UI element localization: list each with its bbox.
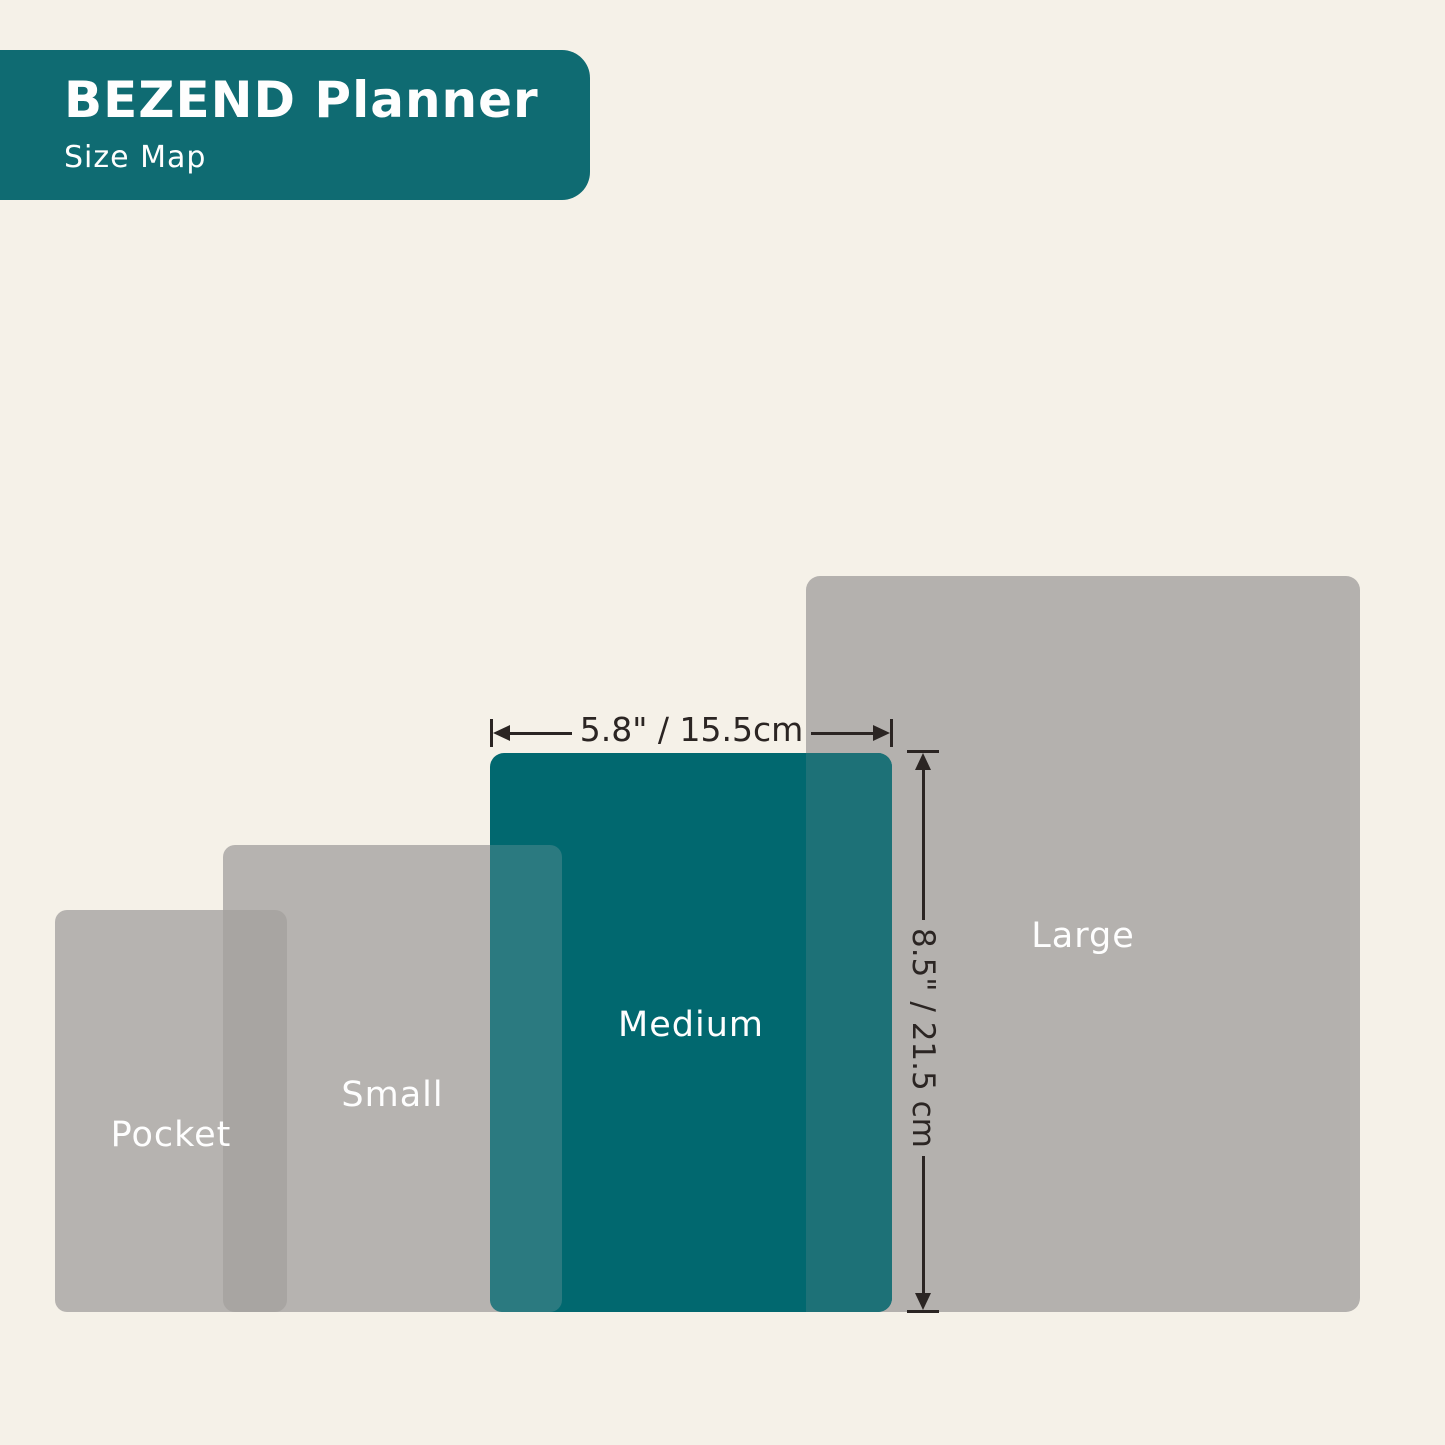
page-title: BEZEND Planner: [64, 71, 539, 129]
overlap-pocket-small: [223, 910, 287, 1312]
page-subtitle: Size Map: [64, 140, 207, 175]
size-label-large: Large: [1031, 916, 1135, 956]
dimension-tick-top: [907, 750, 939, 753]
overlap-small-medium: [490, 845, 562, 1312]
header-banner: BEZEND Planner Size Map: [0, 50, 590, 200]
size-label-medium: Medium: [618, 1004, 764, 1045]
width-dimension-label: 5.8" / 15.5cm: [579, 709, 804, 749]
dimension-tick-bottom: [907, 1310, 939, 1313]
overlap-medium-large: [806, 753, 892, 1312]
dimension-line: [811, 731, 873, 735]
dimension-tick-right: [890, 719, 893, 747]
width-dimension: 5.8" / 15.5cm: [490, 710, 893, 749]
size-rect-medium: Medium: [490, 753, 892, 1312]
size-label-small: Small: [341, 1074, 444, 1115]
arrow-right-icon: [873, 725, 890, 741]
height-dimension: 8.5" / 21.5 cm: [905, 750, 941, 1313]
dimension-line: [510, 731, 572, 735]
height-dimension-label: 8.5" / 21.5 cm: [905, 928, 941, 1148]
dimension-line: [921, 1155, 925, 1293]
dimension-line: [921, 770, 925, 920]
dimension-tick-left: [490, 719, 493, 747]
arrow-left-icon: [493, 725, 510, 741]
size-label-pocket: Pocket: [110, 1115, 232, 1155]
size-rect-large: Large: [806, 576, 1360, 1312]
arrow-up-icon: [915, 753, 931, 770]
arrow-down-icon: [915, 1293, 931, 1310]
